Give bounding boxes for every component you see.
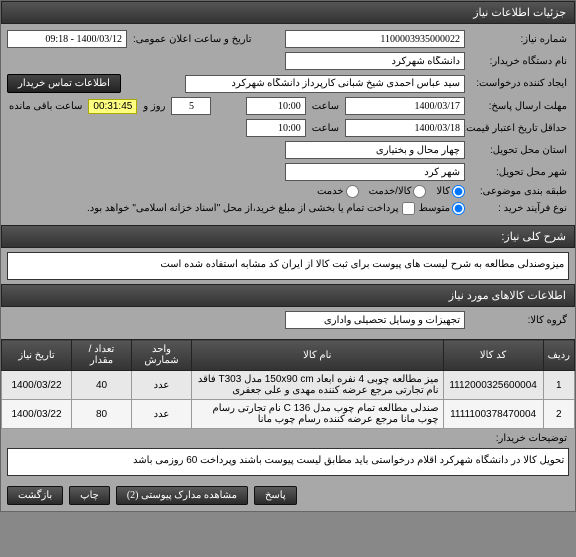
province-field xyxy=(285,141,465,159)
cell-date: 1400/03/22 xyxy=(2,371,72,400)
cell-unit: عدد xyxy=(132,371,192,400)
need-no-field xyxy=(285,30,465,48)
col-date: تاریخ نیاز xyxy=(2,340,72,371)
footer-buttons: پاسخ مشاهده مدارک پیوستی (2) چاپ بازگشت xyxy=(1,480,575,511)
budget-radio-group: کالا کالا/خدمت خدمت xyxy=(317,185,465,198)
items-section-title: اطلاعات کالاهای مورد نیاز xyxy=(1,284,575,307)
back-button[interactable]: بازگشت xyxy=(7,486,63,505)
cell-qty: 40 xyxy=(72,371,132,400)
announce-label: تاریخ و ساعت اعلان عمومی: xyxy=(131,34,254,45)
creator-field xyxy=(185,75,465,93)
cell-date: 1400/03/22 xyxy=(2,400,72,429)
col-unit: واحد شمارش xyxy=(132,340,192,371)
treasury-check[interactable]: پرداخت تمام یا بخشی از مبلغ خرید،از محل … xyxy=(87,202,415,215)
deadline-date-field xyxy=(345,97,465,115)
group-label: گروه کالا: xyxy=(469,315,569,326)
desc-text: میزوصندلی مطالعه به شرح لیست های پیوست ب… xyxy=(7,252,570,280)
group-field xyxy=(285,311,465,329)
city-field xyxy=(285,163,465,181)
cell-code: 1111100378470004 xyxy=(443,400,543,429)
print-button[interactable]: چاپ xyxy=(69,486,110,505)
budget-goods-radio[interactable]: کالا xyxy=(436,185,465,198)
col-qty: تعداد / مقدار xyxy=(72,340,132,371)
main-panel: جزئیات اطلاعات نیاز شماره نیاز: تاریخ و … xyxy=(0,0,576,512)
col-row: ردیف xyxy=(543,340,574,371)
process-label: نوع فرآیند خرید : xyxy=(469,203,569,214)
time-label-2: ساعت xyxy=(310,123,341,134)
buyer-org-label: نام دستگاه خریدار: xyxy=(469,56,569,67)
time-label-1: ساعت xyxy=(310,101,341,112)
deadline-label: مهلت ارسال پاسخ: xyxy=(469,101,569,112)
panel-title: جزئیات اطلاعات نیاز xyxy=(1,1,575,24)
deadline-time-field xyxy=(246,97,306,115)
attachments-button[interactable]: مشاهده مدارک پیوستی (2) xyxy=(116,486,248,505)
cell-idx: 2 xyxy=(543,400,574,429)
budget-goods-service-radio[interactable]: کالا/خدمت xyxy=(369,185,427,198)
creator-label: ایجاد کننده درخواست: xyxy=(469,78,569,89)
announce-field xyxy=(7,30,127,48)
desc-section-title: شرح کلی نیاز: xyxy=(1,225,575,248)
min-valid-date-field xyxy=(345,119,465,137)
buyer-org-field xyxy=(285,52,465,70)
budget-label: طبقه بندی موضوعی: xyxy=(469,186,569,197)
cell-unit: عدد xyxy=(132,400,192,429)
col-code: کد کالا xyxy=(443,340,543,371)
table-row[interactable]: 21111100378470004صندلی مطالعه تمام چوب م… xyxy=(2,400,575,429)
cell-name: صندلی مطالعه تمام چوب مدل C 136 نام تجار… xyxy=(192,400,444,429)
cell-name: میز مطالعه چوبی 4 نفره ابعاد 150x90 cm م… xyxy=(192,371,444,400)
day-label: روز و xyxy=(141,101,167,112)
budget-service-radio[interactable]: خدمت xyxy=(317,185,359,198)
process-mid-radio[interactable]: متوسط xyxy=(419,202,465,215)
min-valid-label: حداقل تاریخ اعتبار قیمت: تا تاریخ: xyxy=(469,123,569,134)
table-row[interactable]: 11112000325600004میز مطالعه چوبی 4 نفره … xyxy=(2,371,575,400)
answer-button[interactable]: پاسخ xyxy=(254,486,297,505)
day-count-field xyxy=(171,97,211,115)
remain-label: ساعت باقی مانده xyxy=(7,101,84,112)
form-area: شماره نیاز: تاریخ و ساعت اعلان عمومی: نا… xyxy=(1,24,575,225)
cell-qty: 80 xyxy=(72,400,132,429)
cell-code: 1112000325600004 xyxy=(443,371,543,400)
cell-idx: 1 xyxy=(543,371,574,400)
min-valid-time-field xyxy=(246,119,306,137)
city-label: شهر محل تحویل: xyxy=(469,167,569,178)
buyer-notes-label: توضیحات خریدار: xyxy=(469,433,569,444)
countdown-timer: 00:31:45 xyxy=(88,99,137,114)
process-radio-group: متوسط xyxy=(419,202,465,215)
need-no-label: شماره نیاز: xyxy=(469,34,569,45)
items-table: ردیف کد کالا نام کالا واحد شمارش تعداد /… xyxy=(1,339,575,429)
col-name: نام کالا xyxy=(192,340,444,371)
province-label: استان محل تحویل: xyxy=(469,145,569,156)
contact-buyer-button[interactable]: اطلاعات تماس خریدار xyxy=(7,74,121,93)
buyer-notes-text: تحویل کالا در دانشگاه شهرکرد اقلام درخوا… xyxy=(7,448,570,476)
